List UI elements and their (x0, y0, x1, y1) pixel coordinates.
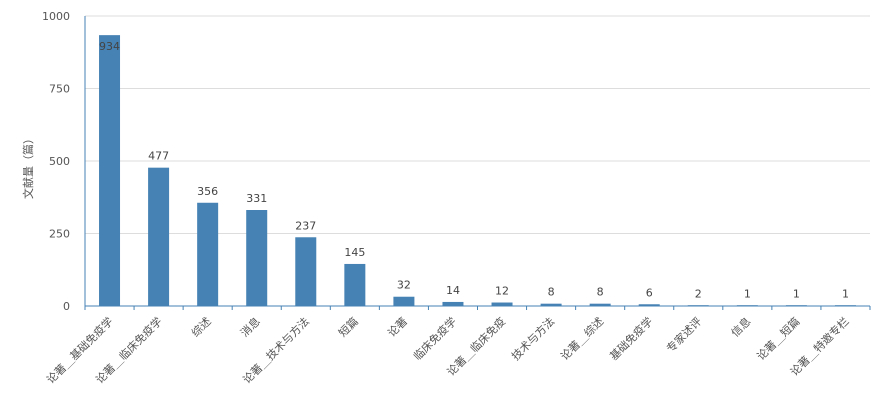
bar (834, 305, 856, 306)
data-label: 12 (495, 285, 509, 298)
data-label: 32 (397, 279, 411, 292)
bar (736, 305, 758, 306)
y-tick-label: 0 (63, 300, 70, 313)
data-label: 2 (695, 287, 702, 300)
bar (295, 237, 317, 306)
grid-lines (85, 15, 870, 234)
x-tick-label: 技术与方法 (508, 314, 557, 363)
bar (393, 296, 415, 306)
bar (785, 305, 807, 306)
y-tick-label: 500 (49, 155, 70, 168)
x-tick-label: 信息 (728, 314, 753, 339)
bar (442, 301, 464, 306)
bar (99, 35, 121, 306)
data-label: 6 (646, 286, 653, 299)
y-tick-label: 250 (49, 228, 70, 241)
data-label: 934 (99, 40, 120, 53)
bar (148, 167, 170, 306)
data-label: 14 (446, 284, 460, 297)
x-tick-label: 综述 (188, 314, 213, 339)
data-label: 8 (548, 286, 555, 299)
x-tick-label: 消息 (237, 314, 262, 339)
y-tick-labels: 0 250 500 750 1000 (42, 10, 70, 313)
x-tick-label: 专家述评 (663, 314, 704, 355)
data-labels: 934 477 356 331 237 145 32 14 12 8 8 6 2 1 1 1 (99, 40, 849, 301)
data-label: 145 (344, 246, 365, 259)
x-tick-label: 论著＿综述 (557, 314, 606, 363)
data-label: 8 (597, 286, 604, 299)
x-tick-label: 临床免疫学 (410, 314, 459, 363)
bar (638, 304, 660, 306)
data-label: 237 (295, 219, 316, 232)
x-tick-label: 基础免疫学 (607, 314, 656, 363)
bar (197, 202, 219, 306)
x-tick-label: 论著 (385, 314, 410, 339)
y-tick-label: 1000 (42, 10, 70, 23)
y-axis-title: 文献量（篇） (21, 133, 35, 199)
data-label: 1 (744, 288, 751, 301)
data-label: 1 (793, 288, 800, 301)
bar (344, 263, 366, 306)
x-tick-label: 论著＿短篇 (754, 314, 803, 363)
data-label: 356 (197, 185, 218, 198)
bar (589, 303, 611, 306)
bars (99, 35, 856, 306)
data-label: 331 (246, 192, 267, 205)
bar (687, 305, 709, 306)
data-label: 1 (842, 288, 849, 301)
bar (540, 303, 562, 306)
bar (491, 302, 513, 306)
bar (246, 210, 268, 306)
y-tick-label: 750 (49, 83, 70, 96)
data-label: 477 (148, 150, 169, 163)
x-tick-label: 短篇 (336, 314, 361, 339)
